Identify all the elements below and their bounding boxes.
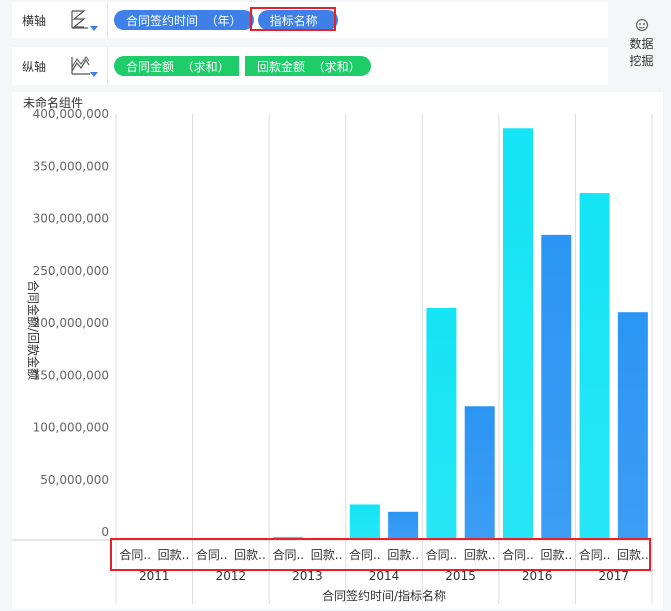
x-tick-label: 2016 xyxy=(522,569,553,583)
data-mining-button[interactable]: 数据挖掘 xyxy=(612,2,671,84)
sub-category-label: 合同.. xyxy=(426,547,458,562)
zigzag-chart-icon xyxy=(70,10,98,31)
bar-2014-0 xyxy=(349,504,380,540)
x-pill-highlight xyxy=(250,7,336,31)
x-tick-label: 2012 xyxy=(216,569,247,583)
sub-category-label: 回款.. xyxy=(311,548,343,562)
sub-category-label: 合同.. xyxy=(502,547,534,562)
x-tick-label: 2015 xyxy=(445,569,476,583)
x-axis-chart-type-selector[interactable] xyxy=(58,2,108,38)
sub-category-label: 回款.. xyxy=(464,548,496,562)
x-pill-contract-time[interactable]: 合同签约时间 （年） xyxy=(114,10,254,30)
bar-2017-1 xyxy=(617,312,648,540)
y-pill-payment-amount[interactable]: 回款金额 （求和） xyxy=(245,56,371,76)
y-tick-label: 150,000,000 xyxy=(33,368,109,382)
sub-category-label: 回款.. xyxy=(387,548,419,562)
x-axis-title: 合同签约时间/指标名称 xyxy=(322,588,446,603)
x-pill-metric-name[interactable]: 指标名称 xyxy=(257,10,338,30)
x-tick-label: 2013 xyxy=(292,569,323,583)
y-axis-label: 纵轴 xyxy=(22,59,47,74)
y-tick-label: 100,000,000 xyxy=(33,421,109,435)
x-tick-label: 2011 xyxy=(139,569,170,583)
y-axis-title: 合同金额/回款金额 xyxy=(26,280,41,380)
y-tick-label: 350,000,000 xyxy=(33,159,109,173)
sub-category-label: 合同.. xyxy=(119,547,151,562)
bar-2016-1 xyxy=(541,234,572,541)
y-tick-label: 250,000,000 xyxy=(33,264,109,278)
sub-category-label: 回款.. xyxy=(158,548,190,562)
area-chart-icon xyxy=(70,56,98,77)
sub-category-highlight xyxy=(110,538,651,571)
x-tick-label: 2014 xyxy=(369,569,400,583)
data-mining-label: 数据挖掘 xyxy=(629,37,654,68)
bar-2016-0 xyxy=(503,128,533,540)
component-title: 未命名组件 xyxy=(23,96,84,110)
data-mining-icon xyxy=(635,18,648,32)
sub-category-label: 合同.. xyxy=(579,547,611,562)
y-axis-row: 纵轴 合同金额 （求和） 回款金额 （求和） xyxy=(12,47,608,85)
sub-category-label: 回款.. xyxy=(540,548,572,562)
bar-2017-0 xyxy=(579,193,610,540)
y-pill-contract-amount[interactable]: 合同金额 （求和） xyxy=(114,56,239,76)
sub-category-label: 合同.. xyxy=(196,547,228,562)
y-tick-label: 200,000,000 xyxy=(33,316,109,330)
sub-category-label: 合同.. xyxy=(349,547,381,562)
y-axis-chart-type-selector[interactable] xyxy=(58,47,108,85)
bar-2015-1 xyxy=(464,406,495,540)
x-tick-label: 2017 xyxy=(598,569,629,583)
bar-2015-0 xyxy=(426,308,457,540)
y-tick-label: 300,000,000 xyxy=(33,212,109,226)
y-tick-label: 400,000,000 xyxy=(33,107,109,121)
bar-2014-1 xyxy=(388,511,419,540)
x-axis-label: 横轴 xyxy=(22,13,47,28)
y-tick-label: 0 xyxy=(101,525,109,539)
chart-component: 未命名组件 0 50,000,000 100,000,000 150,000,000 2… xyxy=(12,92,663,609)
y-tick-label: 50,000,000 xyxy=(40,473,109,487)
sub-category-label: 回款.. xyxy=(234,548,266,562)
sub-category-label: 回款.. xyxy=(617,548,649,562)
dropdown-arrow-icon xyxy=(89,72,98,77)
bar-chart: 0 50,000,000 100,000,000 150,000,000 200,000… xyxy=(12,107,653,604)
sub-category-label: 合同.. xyxy=(272,547,304,562)
dropdown-arrow-icon xyxy=(89,26,98,31)
